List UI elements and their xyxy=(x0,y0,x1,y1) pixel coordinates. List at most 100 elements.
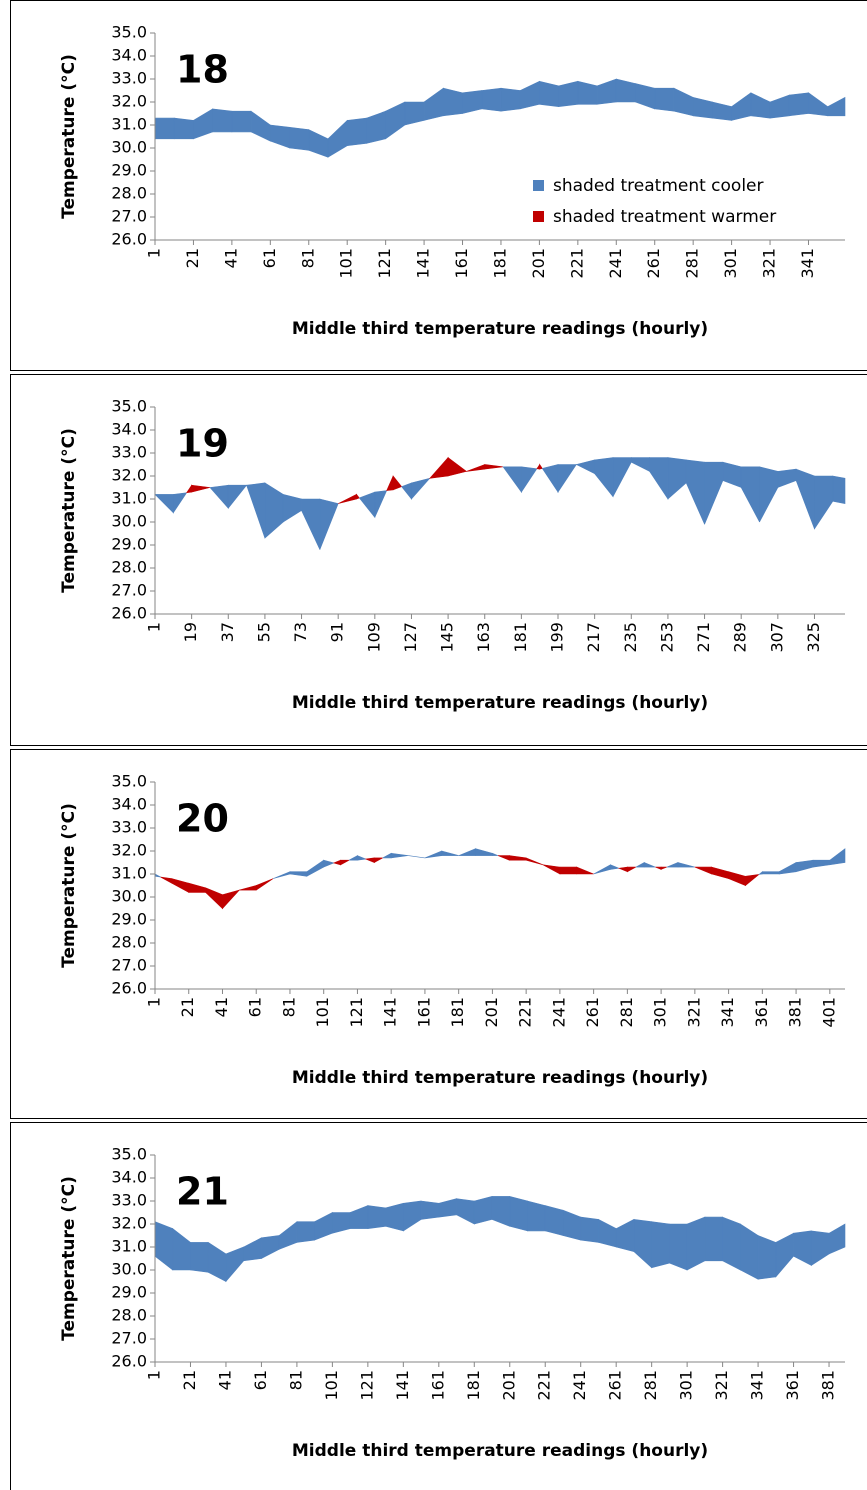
band-segment xyxy=(332,1212,351,1234)
band-segment xyxy=(225,1246,244,1283)
y-tick-label: 27.0 xyxy=(111,581,147,600)
band-segment xyxy=(289,126,310,151)
x-tick-label: 145 xyxy=(438,622,457,653)
band-segment xyxy=(525,857,544,866)
chart-title: 20 xyxy=(176,797,229,841)
band-segment xyxy=(615,1218,635,1252)
band-segment xyxy=(793,1230,812,1266)
x-axis-title: Middle third temperature readings (hourl… xyxy=(292,319,708,339)
band-segment xyxy=(643,862,656,868)
band-segment xyxy=(314,1212,333,1241)
band-segment xyxy=(544,1205,564,1236)
band-segment xyxy=(466,464,486,472)
band-segment xyxy=(810,1230,830,1266)
x-tick-label: 307 xyxy=(767,622,786,653)
x-tick-label: 201 xyxy=(529,248,548,279)
x-tick-label: 61 xyxy=(260,248,279,268)
x-tick-label: 1 xyxy=(145,997,164,1007)
band-segment xyxy=(728,871,746,886)
x-tick-label: 341 xyxy=(748,1370,767,1401)
band-segment xyxy=(580,1216,599,1243)
band-segment xyxy=(408,855,425,859)
x-tick-label: 41 xyxy=(221,248,240,268)
x-tick-label: 241 xyxy=(549,997,568,1028)
band-segment xyxy=(666,862,679,868)
y-tick-label: 31.0 xyxy=(111,115,147,134)
band-segment xyxy=(692,97,713,119)
band-segment xyxy=(154,1221,174,1271)
x-tick-label: 161 xyxy=(452,248,471,279)
band-segment xyxy=(559,866,578,875)
band-segment xyxy=(424,850,443,859)
x-tick-label: 121 xyxy=(357,1370,376,1401)
y-tick-label: 27.0 xyxy=(111,1329,147,1348)
band-segment xyxy=(539,80,559,107)
band-segment xyxy=(261,1235,280,1259)
band-segment xyxy=(562,1209,582,1241)
x-tick-label: 261 xyxy=(644,248,663,279)
band-segment xyxy=(577,80,598,105)
y-tick-label: 32.0 xyxy=(111,466,147,485)
x-tick-label: 241 xyxy=(570,1370,589,1401)
x-tick-label: 101 xyxy=(337,248,356,279)
band-segment xyxy=(270,124,290,149)
x-tick-label: 261 xyxy=(583,997,602,1028)
x-tick-label: 301 xyxy=(677,1370,696,1401)
x-tick-label: 61 xyxy=(251,1370,270,1390)
y-tick-label: 30.0 xyxy=(111,512,147,531)
x-tick-label: 201 xyxy=(499,1370,518,1401)
band-segment xyxy=(186,484,192,494)
band-segment xyxy=(154,117,175,140)
band-segment xyxy=(447,456,468,477)
band-segment xyxy=(173,492,188,514)
chart-title: 21 xyxy=(176,1170,229,1214)
y-axis-title: Temperature (°C) xyxy=(59,803,79,968)
x-tick-label: 221 xyxy=(535,1370,554,1401)
band-segment xyxy=(255,878,274,891)
x-tick-label: 81 xyxy=(298,248,317,268)
x-tick-label: 73 xyxy=(291,622,310,642)
y-tick-label: 31.0 xyxy=(111,1237,147,1256)
band-segment xyxy=(673,87,694,117)
band-segment xyxy=(655,866,662,870)
x-tick-label: 101 xyxy=(313,997,332,1028)
band-segment xyxy=(243,1237,262,1262)
x-tick-label: 21 xyxy=(183,248,202,268)
x-tick-label: 181 xyxy=(511,622,530,653)
y-tick-label: 30.0 xyxy=(111,138,147,157)
y-tick-label: 33.0 xyxy=(111,443,147,462)
panel-frame xyxy=(10,1122,867,1490)
x-tick-label: 181 xyxy=(448,997,467,1028)
x-tick-label: 91 xyxy=(328,622,347,642)
band-segment xyxy=(635,83,656,110)
band-segment xyxy=(598,1218,617,1248)
band-segment xyxy=(745,874,760,887)
band-segment xyxy=(757,1235,777,1280)
y-tick-label: 27.0 xyxy=(111,207,147,226)
x-tick-label: 341 xyxy=(718,997,737,1028)
y-tick-label: 33.0 xyxy=(111,1191,147,1210)
y-tick-label: 34.0 xyxy=(111,1168,147,1187)
y-tick-label: 34.0 xyxy=(111,795,147,814)
band-segment xyxy=(289,871,308,877)
x-tick-label: 289 xyxy=(731,622,750,653)
y-tick-label: 32.0 xyxy=(111,1214,147,1233)
band-segment xyxy=(272,871,291,879)
x-tick-label: 241 xyxy=(606,248,625,279)
band-segment xyxy=(386,475,394,491)
band-segment xyxy=(374,857,383,864)
band-segment xyxy=(832,475,846,504)
band-segment xyxy=(473,1196,493,1225)
x-tick-label: 121 xyxy=(375,248,394,279)
x-tick-label: 361 xyxy=(752,997,771,1028)
y-tick-label: 26.0 xyxy=(111,979,147,998)
band-segment xyxy=(443,87,463,117)
band-segment xyxy=(420,1200,440,1220)
band-segment xyxy=(154,494,174,514)
x-tick-label: 401 xyxy=(819,997,838,1028)
band-segment xyxy=(205,887,223,910)
band-segment xyxy=(651,1221,670,1269)
band-segment xyxy=(171,878,190,893)
band-segment xyxy=(542,864,561,875)
x-tick-label: 109 xyxy=(364,622,383,653)
